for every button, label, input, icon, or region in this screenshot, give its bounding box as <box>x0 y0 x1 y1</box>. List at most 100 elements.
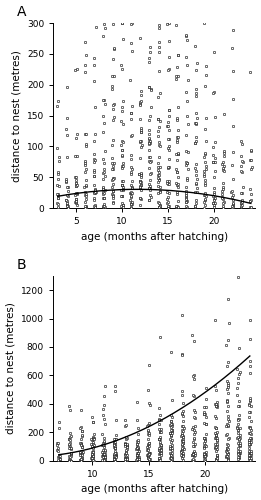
Point <box>103 24 107 32</box>
Point <box>93 156 97 164</box>
Point <box>84 142 88 150</box>
Point <box>121 201 125 209</box>
Point <box>203 436 207 444</box>
Point <box>114 452 118 460</box>
Point <box>147 431 151 439</box>
Point <box>191 391 195 399</box>
Point <box>202 438 206 446</box>
Point <box>91 434 96 442</box>
Point <box>110 176 115 184</box>
Point <box>156 178 160 186</box>
Point <box>75 190 79 198</box>
Point <box>211 200 216 207</box>
Point <box>92 190 96 198</box>
Point <box>230 44 234 52</box>
Point <box>69 450 73 458</box>
Point <box>147 58 151 66</box>
Point <box>248 440 252 448</box>
Point <box>226 441 230 449</box>
Point <box>180 449 184 457</box>
Point <box>158 449 162 457</box>
Point <box>79 435 83 443</box>
Point <box>129 200 133 208</box>
Point <box>193 202 197 210</box>
Point <box>214 454 218 462</box>
Point <box>213 113 217 121</box>
Point <box>236 379 240 387</box>
Point <box>125 441 129 449</box>
Point <box>168 421 172 429</box>
Point <box>67 441 71 449</box>
Point <box>102 454 106 462</box>
Point <box>168 449 172 457</box>
Point <box>239 152 244 160</box>
Point <box>102 456 106 464</box>
Point <box>119 117 123 125</box>
Point <box>181 437 185 445</box>
Point <box>92 202 96 210</box>
Point <box>137 436 141 444</box>
Point <box>166 203 170 211</box>
Point <box>246 451 251 459</box>
Point <box>181 443 185 451</box>
Point <box>92 61 96 69</box>
Point <box>213 167 217 175</box>
Point <box>180 432 184 440</box>
Point <box>169 411 173 419</box>
Point <box>212 158 217 166</box>
Point <box>90 452 94 460</box>
Point <box>148 112 152 120</box>
Point <box>157 171 161 179</box>
Point <box>221 204 225 212</box>
Point <box>121 185 125 193</box>
Point <box>102 194 106 202</box>
Point <box>184 161 188 169</box>
Point <box>56 453 61 461</box>
Point <box>227 319 231 327</box>
Point <box>69 449 73 457</box>
Point <box>185 159 189 167</box>
Point <box>248 417 253 425</box>
Point <box>181 450 185 458</box>
Point <box>111 174 115 182</box>
Point <box>111 199 115 207</box>
Point <box>236 439 240 447</box>
Point <box>194 92 198 100</box>
Point <box>159 426 163 434</box>
Point <box>148 454 152 462</box>
Point <box>238 446 242 454</box>
Point <box>128 155 133 163</box>
Point <box>192 448 196 456</box>
Point <box>103 148 107 156</box>
Point <box>248 434 253 442</box>
Point <box>204 164 208 172</box>
Point <box>103 420 107 428</box>
Point <box>249 438 253 446</box>
Point <box>158 332 163 340</box>
Point <box>102 172 106 180</box>
Point <box>249 449 253 457</box>
Point <box>147 429 151 437</box>
Point <box>212 196 216 204</box>
Point <box>226 382 230 390</box>
Point <box>147 440 151 448</box>
Point <box>121 34 125 42</box>
Point <box>101 451 105 459</box>
Point <box>226 389 230 397</box>
Point <box>103 452 107 460</box>
Point <box>147 146 151 154</box>
Point <box>78 448 82 456</box>
Point <box>111 162 115 170</box>
Point <box>157 454 161 462</box>
Point <box>203 434 207 442</box>
Point <box>180 452 184 460</box>
Point <box>212 190 217 198</box>
Point <box>169 451 173 459</box>
Point <box>157 175 161 183</box>
Point <box>184 198 188 206</box>
Point <box>103 450 107 458</box>
Point <box>156 162 161 170</box>
Point <box>237 441 241 449</box>
Point <box>156 198 161 206</box>
Point <box>157 425 161 433</box>
